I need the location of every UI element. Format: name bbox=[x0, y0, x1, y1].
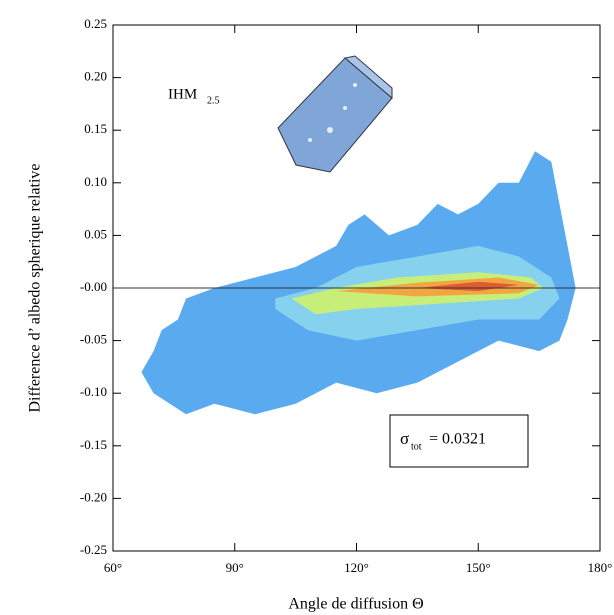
plot-frame bbox=[112, 24, 601, 552]
crystal-label: IHM bbox=[168, 86, 197, 102]
x-tick-label: 60° bbox=[104, 560, 122, 575]
y-tick-label: -0.00 bbox=[80, 279, 107, 294]
crystal-subscript: 2.5 bbox=[207, 95, 220, 106]
contour-region bbox=[417, 281, 519, 292]
y-tick-label: 0.10 bbox=[84, 174, 107, 189]
x-tick-label: 150° bbox=[466, 560, 491, 575]
x-tick-label: 180° bbox=[588, 560, 613, 575]
y-tick-label: -0.05 bbox=[80, 332, 107, 347]
sigma-subscript: tot bbox=[411, 441, 422, 452]
y-axis-label: Difference d’ albedo spherique relative bbox=[27, 163, 44, 412]
crystal-icon bbox=[277, 55, 393, 173]
x-tick-label: 120° bbox=[344, 560, 369, 575]
y-tick-label: -0.25 bbox=[80, 542, 107, 557]
y-tick-label: 0.25 bbox=[84, 16, 107, 31]
y-tick-label: 0.15 bbox=[84, 121, 107, 136]
y-tick-label: -0.20 bbox=[80, 489, 107, 504]
sigma-symbol: σ bbox=[400, 429, 409, 448]
y-tick-label: -0.15 bbox=[80, 437, 107, 452]
y-tick-label: -0.10 bbox=[80, 384, 107, 399]
x-tick-label: 90° bbox=[226, 560, 244, 575]
y-tick-label: 0.20 bbox=[84, 69, 107, 84]
plot-area bbox=[141, 151, 576, 415]
sigma-box bbox=[389, 414, 529, 468]
y-tick-label: 0.05 bbox=[84, 226, 107, 241]
x-axis-label: Angle de diffusion Θ bbox=[288, 596, 423, 613]
sigma-value: = 0.0321 bbox=[429, 431, 486, 448]
